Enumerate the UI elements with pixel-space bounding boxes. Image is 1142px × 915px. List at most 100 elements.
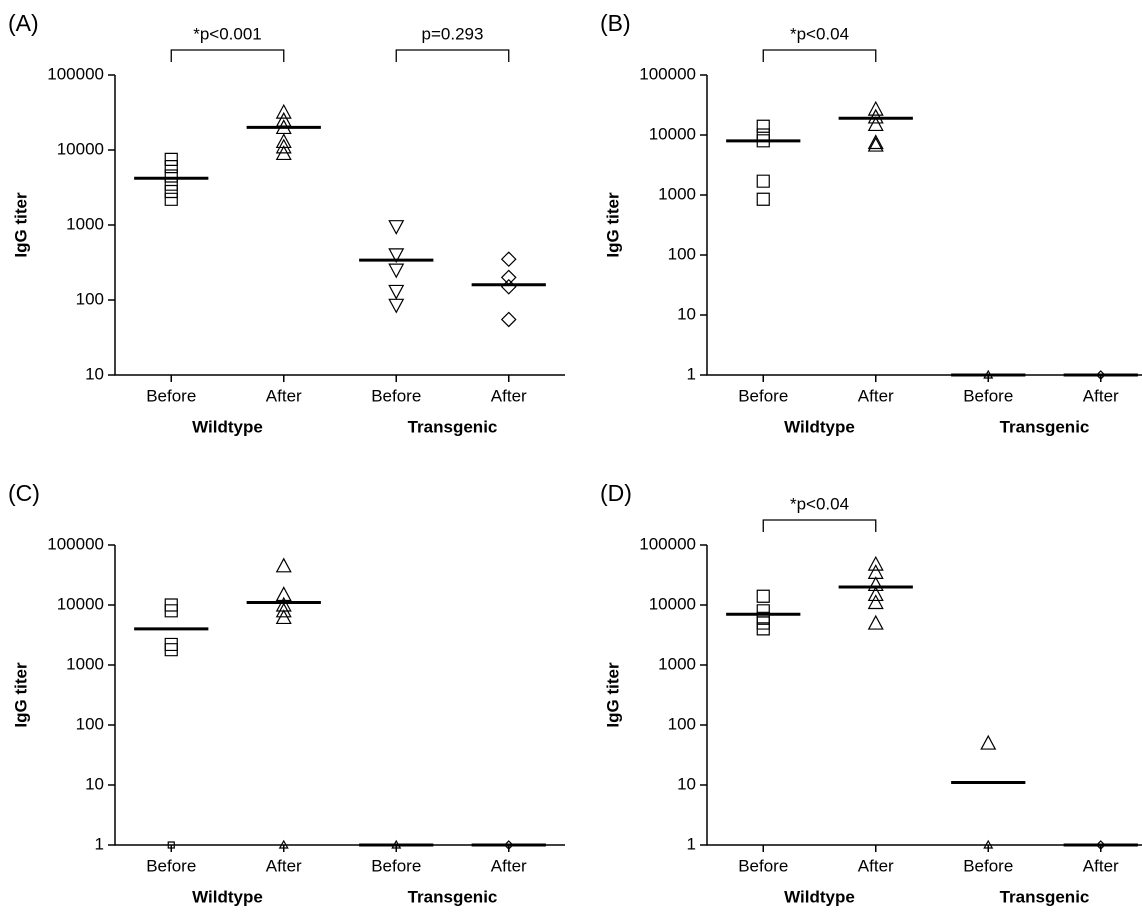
- y-axis-label: IgG titer: [11, 662, 30, 728]
- y-tick-label: 1000: [658, 654, 696, 673]
- group-label: Transgenic: [1000, 417, 1090, 436]
- data-point: [983, 839, 994, 849]
- data-point: [275, 557, 292, 573]
- group-label: Transgenic: [1000, 887, 1090, 906]
- x-tick-label: Before: [738, 386, 788, 405]
- data-point: [278, 839, 289, 849]
- axis-line: [706, 75, 1142, 376]
- data-point: [275, 103, 292, 119]
- panel: (B) IgG titer 1 10 100 1000 10000 100000 Before A…: [600, 10, 1142, 436]
- significance-bracket: [395, 49, 510, 62]
- data-point: [164, 160, 178, 174]
- y-tick-label: 10: [85, 364, 104, 383]
- significance-bracket: [762, 49, 877, 62]
- panel-label: (C): [8, 480, 40, 506]
- significance-label: *p<0.04: [790, 494, 849, 513]
- data-point: [867, 134, 884, 150]
- data-point: [388, 284, 405, 300]
- y-axis-label: IgG titer: [603, 662, 622, 728]
- y-tick-label: 10000: [57, 594, 104, 613]
- y-axis-label: IgG titer: [603, 192, 622, 258]
- y-tick-label: 100: [668, 714, 696, 733]
- y-axis-label: IgG titer: [11, 192, 30, 258]
- data-point: [867, 576, 884, 592]
- y-tick-label: 10: [85, 774, 104, 793]
- data-point: [500, 269, 517, 286]
- y-tick-label: 100000: [47, 64, 104, 83]
- data-point: [867, 614, 884, 630]
- y-tick-label: 100: [76, 289, 104, 308]
- data-point: [756, 174, 770, 188]
- y-tick-label: 1000: [66, 654, 104, 673]
- data-point: [500, 278, 517, 295]
- y-tick-label: 100: [76, 714, 104, 733]
- panel-label: (D): [600, 480, 632, 506]
- data-point: [756, 192, 770, 206]
- data-point: [756, 119, 770, 133]
- data-point: [164, 643, 178, 657]
- y-tick-label: 1: [687, 364, 696, 383]
- significance-bracket: [170, 49, 285, 62]
- x-tick-label: Before: [371, 386, 421, 405]
- x-tick-label: Before: [146, 856, 196, 875]
- x-tick-label: After: [491, 856, 527, 875]
- data-point: [867, 136, 884, 152]
- data-point: [867, 100, 884, 116]
- data-point: [867, 108, 884, 124]
- group-label: Wildtype: [784, 417, 855, 436]
- data-point: [275, 586, 292, 602]
- data-point: [500, 311, 517, 328]
- x-tick-label: After: [491, 386, 527, 405]
- data-point: [756, 622, 770, 636]
- data-point: [756, 589, 770, 603]
- data-point: [167, 841, 175, 849]
- significance-label: *p<0.001: [193, 24, 262, 43]
- axis-line: [114, 75, 565, 376]
- data-point: [164, 192, 178, 206]
- y-tick-label: 1: [687, 834, 696, 853]
- data-point: [867, 594, 884, 610]
- x-tick-label: Before: [146, 386, 196, 405]
- significance-label: p=0.293: [422, 24, 484, 43]
- significance-label: *p<0.04: [790, 24, 849, 43]
- panel: (C) IgG titer 1 10 100 1000 10000 100000 Before A…: [8, 480, 565, 906]
- y-tick-label: 10: [677, 304, 696, 323]
- data-point: [164, 169, 178, 183]
- group-label: Transgenic: [408, 887, 498, 906]
- panel-label: (B): [600, 10, 631, 36]
- data-point: [164, 604, 178, 618]
- y-tick-label: 100000: [639, 64, 696, 83]
- group-label: Wildtype: [192, 887, 263, 906]
- data-point: [388, 298, 405, 314]
- data-point: [388, 263, 405, 279]
- data-point: [388, 220, 405, 235]
- y-tick-label: 100000: [639, 534, 696, 553]
- x-tick-label: After: [1083, 386, 1119, 405]
- x-tick-label: Before: [371, 856, 421, 875]
- y-tick-label: 1000: [658, 184, 696, 203]
- data-point: [756, 134, 770, 148]
- data-point: [388, 248, 405, 264]
- data-point: [164, 177, 178, 191]
- x-tick-label: Before: [963, 856, 1013, 875]
- y-tick-label: 100: [668, 244, 696, 263]
- y-tick-label: 10000: [57, 139, 104, 158]
- significance-bracket: [762, 519, 877, 532]
- y-tick-label: 1: [95, 834, 104, 853]
- x-tick-label: After: [858, 856, 894, 875]
- panel: (A) IgG titer 10 100 1000 10000 100000 Before Af…: [8, 10, 565, 436]
- axis-line: [114, 545, 565, 846]
- data-point: [275, 609, 292, 625]
- x-tick-label: After: [266, 856, 302, 875]
- x-tick-label: Before: [738, 856, 788, 875]
- x-tick-label: After: [1083, 856, 1119, 875]
- y-tick-label: 100000: [47, 534, 104, 553]
- data-point: [867, 555, 884, 571]
- axis-line: [706, 545, 1142, 846]
- group-label: Wildtype: [784, 887, 855, 906]
- y-tick-label: 10000: [649, 124, 696, 143]
- group-label: Transgenic: [408, 417, 498, 436]
- panel: (D) IgG titer 1 10 100 1000 10000 100000 Before A…: [600, 480, 1142, 906]
